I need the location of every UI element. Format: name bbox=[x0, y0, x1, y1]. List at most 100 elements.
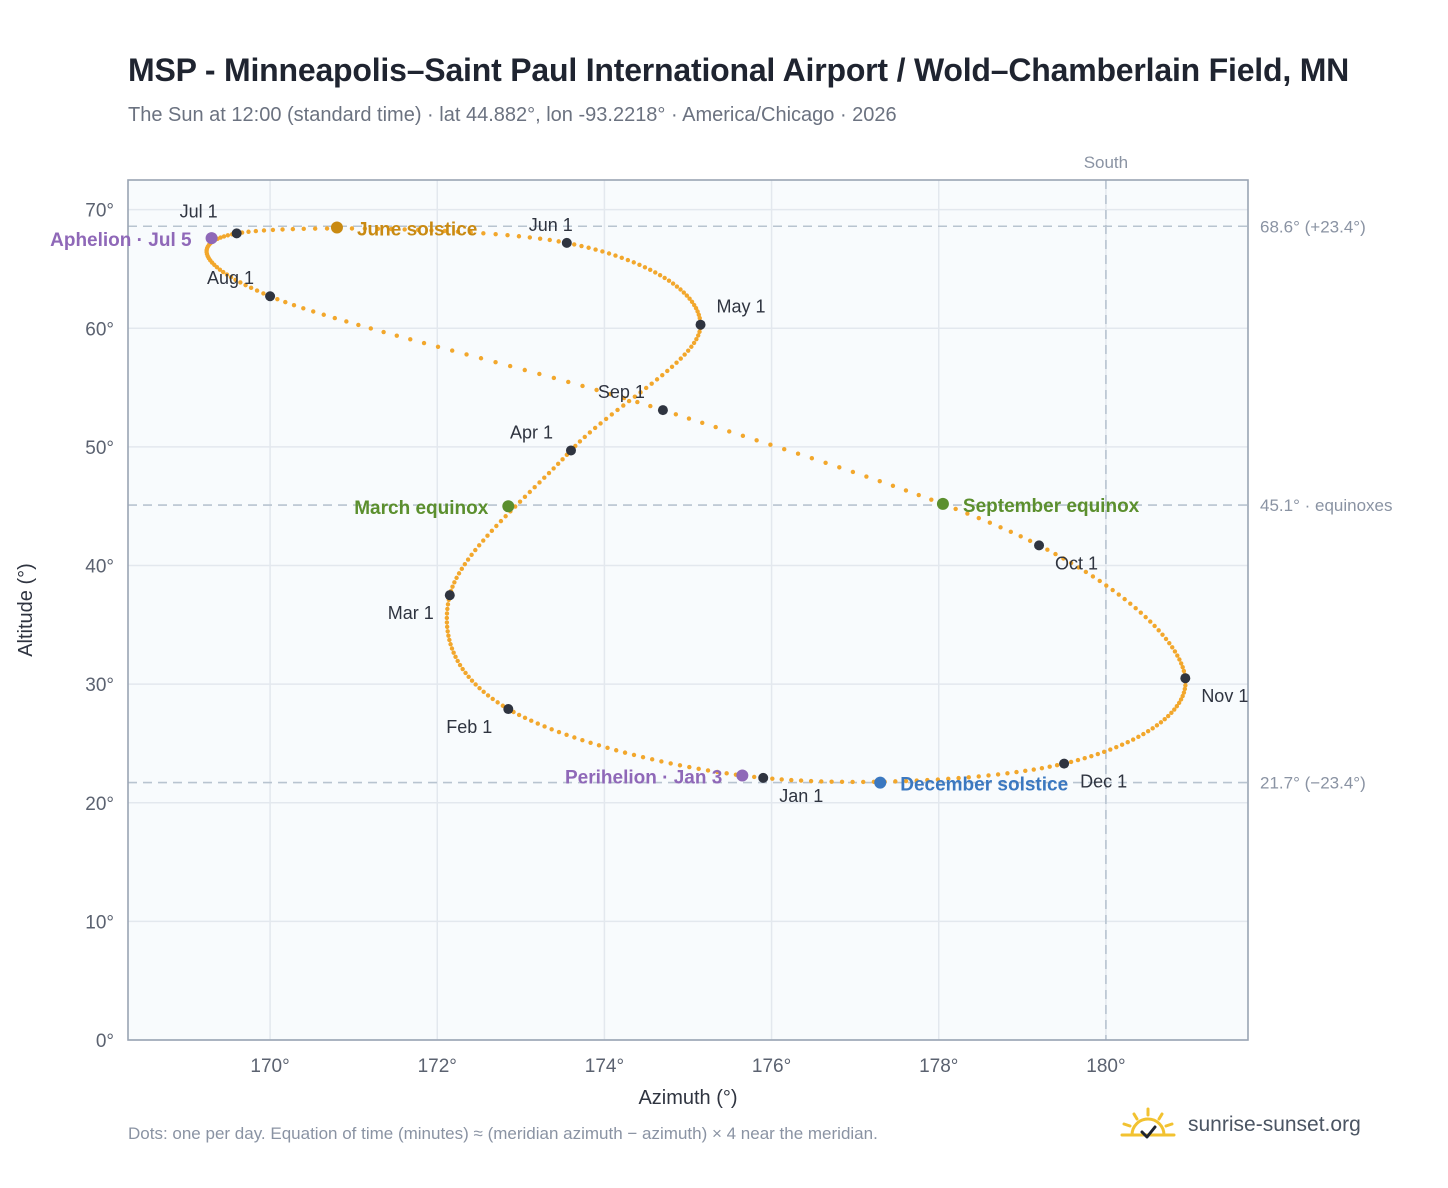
y-tick-label: 50° bbox=[85, 438, 114, 459]
daily-dot bbox=[577, 439, 583, 444]
daily-dot bbox=[696, 766, 701, 772]
month-label: Jan 1 bbox=[779, 786, 823, 806]
daily-dot bbox=[1089, 753, 1094, 759]
sun-check-icon bbox=[1120, 1107, 1176, 1139]
daily-dot bbox=[929, 497, 934, 502]
daily-dot bbox=[522, 715, 528, 721]
daily-dot bbox=[368, 326, 373, 331]
meridian-label: South bbox=[1084, 153, 1128, 172]
daily-dot bbox=[625, 257, 631, 263]
daily-dot bbox=[270, 227, 276, 233]
daily-dot bbox=[551, 466, 556, 471]
daily-dot bbox=[770, 776, 775, 781]
daily-dot bbox=[1156, 628, 1161, 633]
daily-dot bbox=[1181, 668, 1187, 674]
daily-dot bbox=[685, 348, 691, 353]
month-label: Jun 1 bbox=[529, 215, 573, 235]
daily-dot bbox=[464, 352, 469, 357]
daily-dot bbox=[588, 740, 593, 745]
daily-dot bbox=[1160, 632, 1165, 637]
brand[interactable]: sunrise-sunset.org bbox=[1118, 1100, 1361, 1150]
daily-dot bbox=[477, 685, 482, 691]
daily-dot bbox=[1178, 661, 1184, 666]
month-marker bbox=[1180, 673, 1191, 684]
daily-dot bbox=[1136, 734, 1141, 740]
daily-dot bbox=[214, 265, 220, 270]
daily-dot bbox=[349, 226, 355, 231]
daily-dot bbox=[1182, 686, 1188, 692]
daily-dot bbox=[619, 255, 624, 260]
daily-dot bbox=[1039, 765, 1045, 771]
daily-dot bbox=[809, 456, 815, 461]
daily-dot bbox=[691, 340, 697, 346]
daily-dot bbox=[1061, 556, 1066, 561]
daily-dot bbox=[621, 395, 627, 401]
daily-dot bbox=[681, 290, 687, 295]
daily-dot bbox=[494, 523, 499, 529]
chart-title: MSP - Minneapolis–Saint Paul Internation… bbox=[128, 52, 1350, 88]
daily-dot bbox=[490, 696, 495, 702]
daily-dot bbox=[1170, 645, 1175, 650]
daily-dot bbox=[632, 394, 638, 399]
daily-dot bbox=[450, 584, 455, 589]
y-tick-label: 10° bbox=[85, 912, 114, 933]
daily-dot bbox=[527, 489, 533, 495]
daily-dot bbox=[1133, 605, 1138, 611]
daily-dot bbox=[476, 543, 482, 548]
daily-dot bbox=[468, 230, 473, 235]
month-marker bbox=[758, 772, 769, 783]
daily-dot bbox=[261, 228, 267, 233]
daily-dot bbox=[850, 469, 856, 475]
daily-dot bbox=[1128, 601, 1133, 606]
daily-dot bbox=[662, 275, 667, 281]
daily-dot bbox=[615, 407, 620, 413]
daily-dot bbox=[839, 779, 845, 785]
daily-dot bbox=[1119, 742, 1125, 747]
daily-dot bbox=[660, 372, 665, 378]
daily-dot bbox=[1031, 767, 1036, 772]
daily-dot bbox=[466, 674, 471, 680]
brand-name[interactable]: sunrise-sunset.org bbox=[1188, 1113, 1361, 1136]
month-marker bbox=[565, 445, 576, 456]
daily-dot bbox=[946, 776, 951, 782]
daily-dot bbox=[362, 226, 368, 231]
daily-dot bbox=[444, 615, 450, 621]
daily-dot bbox=[445, 606, 450, 612]
daily-dot bbox=[421, 340, 427, 346]
daily-dot bbox=[998, 525, 1003, 530]
y-axis-label: Altitude (°) bbox=[15, 563, 37, 657]
daily-dot bbox=[798, 778, 804, 783]
daily-dot bbox=[1082, 755, 1087, 761]
daily-dot bbox=[556, 239, 561, 244]
daily-dot bbox=[795, 451, 801, 456]
y-tick-label: 20° bbox=[85, 794, 114, 815]
y-tick-label: 30° bbox=[85, 675, 114, 696]
daily-dot bbox=[261, 291, 266, 296]
plot-frame bbox=[127, 179, 1249, 1041]
daily-dot bbox=[522, 367, 527, 373]
daily-dot bbox=[537, 236, 543, 241]
daily-dot bbox=[321, 312, 326, 317]
daily-dot bbox=[697, 329, 702, 334]
y-tick-label: 70° bbox=[85, 201, 114, 222]
daily-dot bbox=[221, 234, 227, 239]
daily-dot bbox=[290, 226, 296, 232]
daily-dot bbox=[779, 777, 784, 782]
daily-dot bbox=[782, 446, 787, 452]
daily-dot bbox=[1023, 768, 1028, 774]
daily-dot bbox=[448, 642, 453, 647]
daily-dot bbox=[1152, 623, 1157, 629]
daily-dot bbox=[642, 265, 648, 270]
reference-line-label: 68.6° (+23.4°) bbox=[1260, 217, 1366, 236]
daily-dot bbox=[638, 390, 643, 395]
daily-dot bbox=[1047, 764, 1052, 769]
daily-dot bbox=[674, 284, 680, 289]
daily-dot bbox=[481, 538, 486, 543]
daily-dot bbox=[598, 421, 603, 426]
daily-dot bbox=[643, 385, 649, 391]
daily-dot bbox=[700, 420, 705, 425]
event-marker bbox=[205, 232, 218, 245]
daily-dot bbox=[447, 637, 452, 643]
daily-dot bbox=[1090, 574, 1096, 579]
daily-dot bbox=[454, 575, 459, 581]
